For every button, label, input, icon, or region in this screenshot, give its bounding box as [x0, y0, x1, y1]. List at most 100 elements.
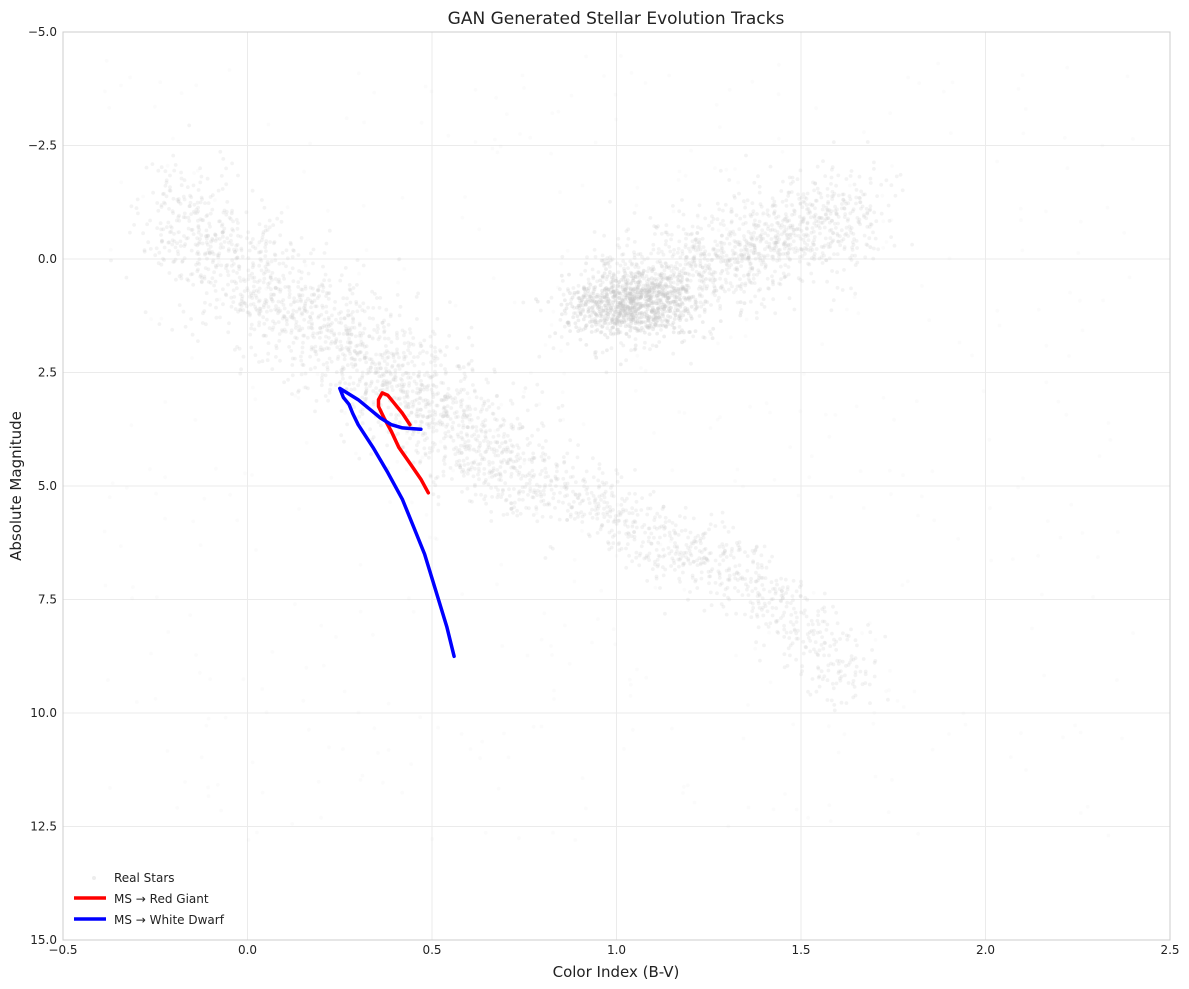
- real-star-point: [396, 363, 401, 367]
- real-star-point: [266, 282, 270, 286]
- real-star-point: [473, 492, 478, 497]
- real-star-point: [753, 579, 758, 584]
- real-star-point: [320, 282, 324, 287]
- real-star-point: [753, 646, 758, 651]
- real-star-point: [567, 662, 572, 666]
- real-star-point: [590, 298, 594, 303]
- real-star-point: [260, 790, 265, 795]
- real-star-point: [371, 316, 375, 321]
- real-star-point: [328, 323, 333, 327]
- real-star-point: [237, 264, 242, 269]
- real-star-point: [431, 417, 436, 421]
- real-star-point: [848, 174, 853, 178]
- real-star-point: [608, 199, 612, 204]
- real-star-point: [853, 673, 858, 678]
- real-star-point: [425, 370, 429, 375]
- real-star-point: [350, 291, 355, 296]
- real-star-point: [347, 328, 352, 333]
- real-star-point: [309, 325, 314, 330]
- real-star-point: [850, 245, 854, 250]
- real-star-point: [213, 233, 218, 238]
- real-star-point: [586, 277, 591, 282]
- real-star-point: [742, 301, 747, 306]
- real-star-point: [470, 434, 474, 438]
- real-star-point: [347, 349, 352, 353]
- real-star-point: [502, 418, 507, 423]
- real-star-point: [766, 286, 770, 291]
- real-star-point: [741, 222, 746, 227]
- real-star-point: [553, 506, 557, 510]
- real-star-point: [775, 618, 780, 623]
- real-star-point: [592, 247, 597, 252]
- real-star-point: [309, 347, 314, 352]
- real-star-point: [782, 610, 787, 615]
- real-star-point: [465, 407, 470, 412]
- real-star-point: [1130, 137, 1135, 141]
- real-star-point: [265, 228, 270, 232]
- real-star-point: [361, 331, 366, 336]
- real-star-point: [653, 232, 657, 236]
- real-star-point: [721, 208, 725, 213]
- real-star-point: [834, 226, 838, 230]
- real-star-point: [308, 285, 313, 290]
- real-star-point: [703, 299, 708, 304]
- real-star-point: [645, 269, 650, 274]
- real-star-point: [473, 482, 477, 487]
- real-star-point: [556, 285, 560, 290]
- real-star-point: [290, 363, 295, 367]
- real-star-point: [586, 310, 591, 314]
- real-star-point: [427, 450, 432, 455]
- real-star-point: [205, 242, 210, 247]
- real-star-point: [770, 278, 775, 283]
- real-star-point: [799, 195, 804, 200]
- real-star-point: [462, 463, 467, 467]
- real-star-point: [697, 278, 702, 283]
- real-star-point: [667, 295, 672, 300]
- real-star-point: [671, 320, 676, 325]
- real-star-point: [311, 331, 316, 336]
- real-star-point: [491, 466, 496, 471]
- real-star-point: [438, 422, 443, 427]
- real-star-point: [658, 323, 663, 328]
- real-star-point: [787, 175, 792, 180]
- real-star-point: [808, 692, 813, 697]
- real-star-point: [782, 635, 787, 639]
- real-star-point: [571, 286, 576, 290]
- real-star-point: [371, 306, 376, 310]
- real-star-point: [495, 468, 500, 472]
- real-star-point: [398, 387, 403, 392]
- real-star-point: [776, 631, 781, 635]
- real-star-point: [836, 671, 841, 675]
- real-star-point: [260, 235, 265, 240]
- real-star-point: [673, 568, 677, 572]
- real-star-point: [585, 491, 590, 496]
- real-star-point: [295, 299, 300, 304]
- real-star-point: [671, 209, 676, 214]
- real-star-point: [300, 350, 305, 355]
- real-star-point: [709, 220, 714, 225]
- real-star-point: [546, 455, 551, 460]
- real-star-point: [543, 452, 548, 457]
- real-star-point: [707, 574, 711, 579]
- real-star-point: [443, 454, 448, 459]
- real-star-point: [756, 578, 760, 583]
- real-star-point: [805, 632, 810, 637]
- real-star-point: [210, 276, 215, 281]
- real-star-point: [487, 462, 492, 467]
- real-star-point: [448, 417, 453, 421]
- real-star-point: [629, 274, 633, 279]
- real-star-point: [787, 257, 792, 261]
- real-star-point: [388, 380, 393, 385]
- real-star-point: [398, 402, 403, 406]
- real-star-point: [230, 258, 235, 263]
- real-star-point: [690, 239, 695, 244]
- real-star-point: [565, 508, 570, 513]
- real-star-point: [235, 255, 240, 260]
- real-star-point: [289, 331, 294, 335]
- real-star-point: [374, 371, 379, 375]
- real-star-point: [281, 314, 286, 319]
- real-star-point: [293, 356, 297, 361]
- real-star-point: [594, 512, 599, 517]
- real-star-point: [189, 248, 194, 253]
- real-star-point: [819, 195, 824, 200]
